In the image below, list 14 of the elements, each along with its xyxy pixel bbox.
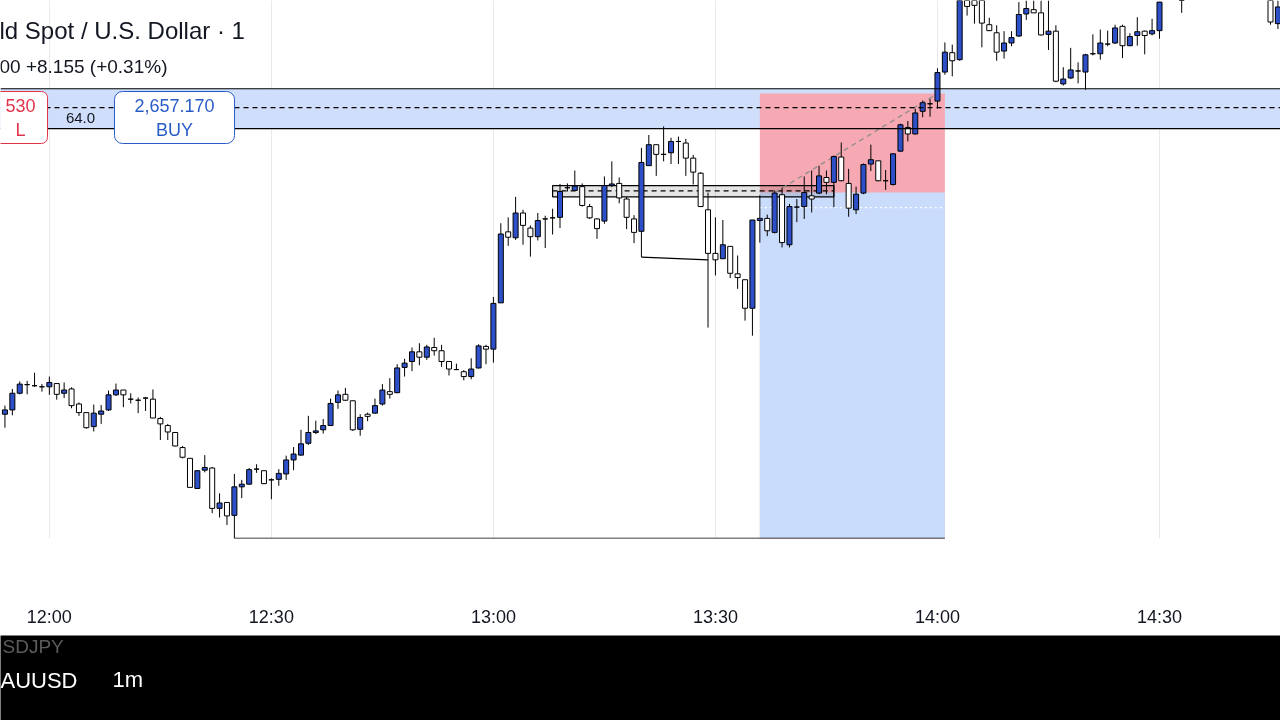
x-tick-label: 12:00 [26,606,72,627]
x-tick-label: 13:30 [692,606,738,627]
annotation: 2,657.170 BUY [134,95,215,140]
annotation: 64.0 [65,108,96,126]
text: SDJPY [2,636,65,657]
text: ld Spot / U.S. Dollar · 1 [0,17,245,44]
text: AUUSD [0,668,78,693]
x-tick-label: 14:30 [1136,606,1183,627]
text: 1m [112,667,144,692]
text: 00 +8.155 (+0.31%) [0,56,168,77]
x-tick-label: 13:00 [470,606,516,627]
x-tick-label: 14:00 [914,606,960,627]
annotation: 530 L [5,95,36,140]
x-tick-label: 12:30 [248,606,294,627]
